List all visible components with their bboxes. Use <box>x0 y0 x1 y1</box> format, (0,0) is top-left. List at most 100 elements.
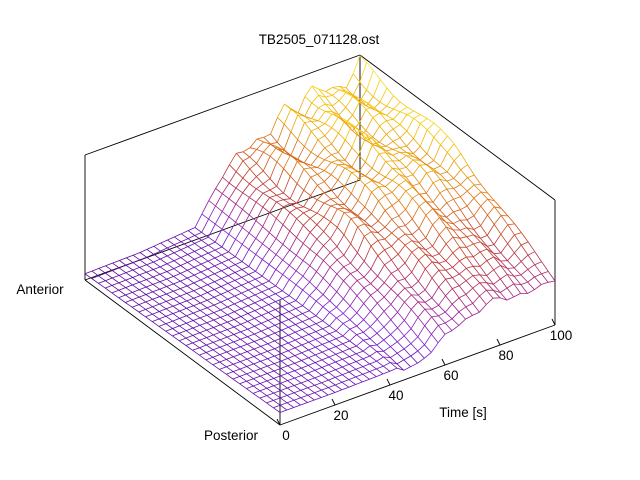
mesh-segment <box>342 363 350 368</box>
mesh-segment <box>365 137 373 140</box>
mesh-segment <box>349 356 357 362</box>
mesh-segment <box>451 303 460 313</box>
mesh-segment <box>459 227 467 231</box>
mesh-segment <box>118 275 127 281</box>
mesh-segment <box>226 351 234 358</box>
mesh-segment <box>263 141 271 145</box>
mesh-segment <box>132 292 140 298</box>
mesh-segment <box>296 183 305 191</box>
mesh-segment <box>273 397 281 401</box>
mesh-segment <box>228 233 236 240</box>
mesh-segment <box>377 255 385 266</box>
mesh-segment <box>259 390 267 396</box>
mesh-segment <box>270 133 278 143</box>
mesh-segment <box>459 238 467 248</box>
mesh-segment <box>336 246 345 256</box>
mesh-segment <box>392 180 400 186</box>
mesh-segment <box>167 244 175 249</box>
mesh-segment <box>199 317 208 324</box>
mesh-segment <box>318 120 326 125</box>
mesh-segment <box>112 275 120 279</box>
mesh-segment <box>300 382 309 389</box>
mesh-segment <box>520 261 529 270</box>
mesh-segment <box>303 209 311 214</box>
mesh-segment <box>391 200 400 206</box>
mesh-segment <box>431 334 439 344</box>
mesh-segment <box>307 372 316 379</box>
mesh-segment <box>467 174 475 178</box>
mesh-segment <box>406 152 414 157</box>
mesh-segment <box>274 324 282 331</box>
mesh-segment <box>369 371 377 377</box>
mesh-segment <box>186 320 194 324</box>
mesh-segment <box>256 163 264 172</box>
mesh-segment <box>371 180 379 188</box>
mesh-segment <box>473 197 482 207</box>
mesh-segment <box>322 277 331 286</box>
mesh-segment <box>146 279 154 285</box>
mesh-segment <box>307 387 315 394</box>
mesh-segment <box>282 224 290 232</box>
mesh-segment <box>247 310 255 314</box>
mesh-segment <box>404 278 412 288</box>
mesh-segment <box>445 243 454 254</box>
mesh-segment <box>426 160 434 166</box>
mesh-segment <box>200 302 208 309</box>
mesh-segment <box>439 202 447 211</box>
mesh-segment <box>207 284 215 290</box>
mesh-segment <box>343 266 351 274</box>
mesh-segment <box>315 344 323 348</box>
mesh-segment <box>212 354 220 358</box>
mesh-segment <box>205 359 214 366</box>
mesh-segment <box>398 225 406 228</box>
mesh-segment <box>418 215 427 229</box>
mesh-segment <box>445 236 454 245</box>
mesh-segment <box>308 341 316 348</box>
mesh-segment <box>357 177 366 186</box>
mesh-segment <box>228 222 236 235</box>
mesh-segment <box>260 358 268 362</box>
mesh-segment <box>303 167 311 170</box>
mesh-segment <box>332 89 340 96</box>
mesh-segment <box>304 85 313 97</box>
mesh-segment <box>384 238 392 247</box>
mesh-segment <box>296 218 304 226</box>
mesh-segment <box>174 241 182 246</box>
mesh-segment <box>214 281 222 287</box>
mesh-segment <box>302 248 311 261</box>
mesh-segment <box>308 354 316 359</box>
mesh-segment <box>325 96 333 107</box>
mesh-segment <box>268 264 277 270</box>
mesh-segment <box>459 209 468 221</box>
mesh-segment <box>493 224 502 235</box>
mesh-segment <box>345 87 354 96</box>
mesh-segment <box>379 105 387 113</box>
mesh-segment <box>386 133 394 142</box>
mesh-segment <box>493 269 501 280</box>
mesh-segment <box>165 315 173 322</box>
mesh-segment <box>282 295 290 300</box>
mesh-segment <box>235 238 243 245</box>
mesh-segment <box>311 107 319 119</box>
mesh-segment <box>255 243 263 255</box>
mesh-segment <box>259 383 268 389</box>
mesh-segment <box>310 184 318 196</box>
mesh-segment <box>300 397 308 403</box>
mesh-segment <box>317 111 326 122</box>
mesh-segment <box>302 275 310 283</box>
mesh-segment <box>433 144 441 161</box>
mesh-segment <box>239 376 247 382</box>
mesh-segment <box>378 152 386 154</box>
x-tick-label: 0 <box>282 428 290 443</box>
mesh-segment <box>242 147 251 153</box>
mesh-segment <box>323 202 331 207</box>
mesh-segment <box>98 265 106 269</box>
mesh-segment <box>307 369 316 374</box>
mesh-segment <box>294 367 302 372</box>
mesh-segment <box>444 318 453 324</box>
mesh-segment <box>473 229 481 239</box>
mesh-segment <box>192 335 200 341</box>
mesh-segment <box>355 368 363 375</box>
mesh-segment <box>437 333 446 344</box>
mesh-segment <box>91 278 99 284</box>
